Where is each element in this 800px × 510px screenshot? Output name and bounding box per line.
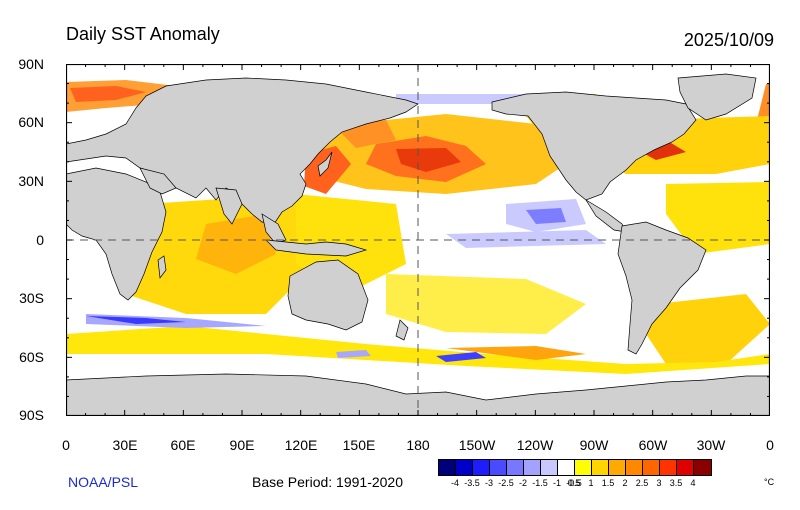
africa-landmass — [66, 167, 167, 301]
tasman-cool — [336, 350, 371, 358]
lat-label: 30N — [18, 173, 44, 189]
south-indian-blue — [86, 316, 186, 324]
colorbar-label: -3 — [484, 478, 494, 488]
colorbar-label: 2 — [622, 478, 628, 488]
south-pacific-blue — [436, 352, 486, 362]
colorbar-label: 2.5 — [635, 478, 649, 488]
lon-label: 120W — [516, 437, 554, 453]
south-pacific-warm — [386, 274, 586, 334]
colorbar-swatch — [541, 460, 558, 475]
lon-label: 180 — [406, 437, 430, 453]
colorbar-label: -0.5 — [566, 478, 582, 488]
equatorial-cool — [446, 230, 606, 248]
lon-label: 60W — [638, 437, 668, 453]
colorbar-label: -2 — [518, 478, 528, 488]
colorbar-swatch — [473, 460, 490, 475]
colorbar-label: 3 — [656, 478, 662, 488]
colorbar-label: -4 — [450, 478, 460, 488]
lat-label: 90N — [18, 56, 44, 72]
lat-label: 60S — [19, 349, 44, 365]
colorbar-label: 1 — [588, 478, 594, 488]
greenland — [677, 73, 757, 121]
colorbar-label: -2.5 — [498, 478, 514, 488]
antarctica-landmass — [66, 373, 770, 416]
lon-label: 90E — [229, 437, 255, 453]
colorbar-label: -1.5 — [532, 478, 548, 488]
map-grid — [66, 64, 770, 416]
colorbar-swatch — [643, 460, 660, 475]
lon-label: 90W — [579, 437, 609, 453]
new-zealand — [395, 319, 409, 341]
colorbar-swatch — [456, 460, 473, 475]
north-atlantic-hot — [70, 86, 146, 102]
colorbar-swatch — [439, 460, 456, 475]
colorbar-swatch — [626, 460, 643, 475]
colorbar-swatch — [558, 460, 575, 475]
tropical-atlantic-yellow — [666, 182, 770, 254]
southern-ocean-orange — [446, 346, 586, 360]
colorbar-label: -3.5 — [464, 478, 480, 488]
lat-label: 90S — [19, 407, 44, 423]
lon-label: 150E — [342, 437, 376, 453]
india-landmass — [215, 187, 243, 225]
colorbar-label: 1.5 — [601, 478, 615, 488]
colorbar-swatch — [524, 460, 541, 475]
madagascar — [157, 255, 167, 279]
map-ticks — [66, 64, 770, 416]
colorbar-swatch — [660, 460, 677, 475]
map-date: 2025/10/09 — [683, 30, 774, 50]
lat-label: 30S — [19, 290, 44, 306]
south-atlantic-warm — [646, 294, 770, 364]
colorbar-unit: °C — [764, 477, 775, 487]
colorbar — [438, 459, 712, 476]
colorbar-label: 4 — [690, 478, 696, 488]
lon-label: 0 — [766, 437, 774, 453]
colorbar-swatch — [677, 460, 694, 475]
colorbar-label: 0.5 — [567, 478, 581, 488]
japan-sea-warm — [304, 146, 351, 194]
map-title: Daily SST Anomaly — [66, 24, 220, 44]
base-period-label: Base Period: 1991-2020 — [252, 474, 403, 490]
colorbar-swatch — [490, 460, 507, 475]
lat-label: 0 — [36, 232, 44, 248]
north-america-landmass — [491, 91, 697, 201]
colorbar-swatch — [575, 460, 592, 475]
colorbar-swatch — [609, 460, 626, 475]
japan — [317, 151, 333, 177]
lon-label: 30W — [696, 437, 726, 453]
colorbar-swatch — [592, 460, 609, 475]
landmasses — [66, 73, 770, 416]
colorbar-label: 3.5 — [669, 478, 683, 488]
nordic-warm — [756, 84, 770, 124]
lon-label: 120E — [284, 437, 318, 453]
lon-label: 60E — [170, 437, 196, 453]
sst-anomaly-map — [66, 64, 770, 416]
lat-label: 60N — [18, 114, 44, 130]
south-america-landmass — [617, 221, 707, 355]
colorbar-swatch — [694, 460, 711, 475]
eurasia-landmass — [66, 77, 419, 225]
lon-label: 150W — [458, 437, 496, 453]
north-pacific-core — [396, 148, 461, 172]
credit-label: NOAA/PSL — [68, 474, 139, 490]
arabia-landmass — [139, 167, 177, 195]
colorbar-swatch — [507, 460, 524, 475]
colorbar-label: -1 — [552, 478, 562, 488]
lon-label: 0 — [62, 437, 70, 453]
australia-landmass — [287, 259, 369, 331]
indian-ocean-orange — [196, 214, 276, 274]
lon-label: 30E — [112, 437, 138, 453]
east-pacific-blue — [526, 208, 566, 224]
indonesia — [265, 239, 368, 257]
